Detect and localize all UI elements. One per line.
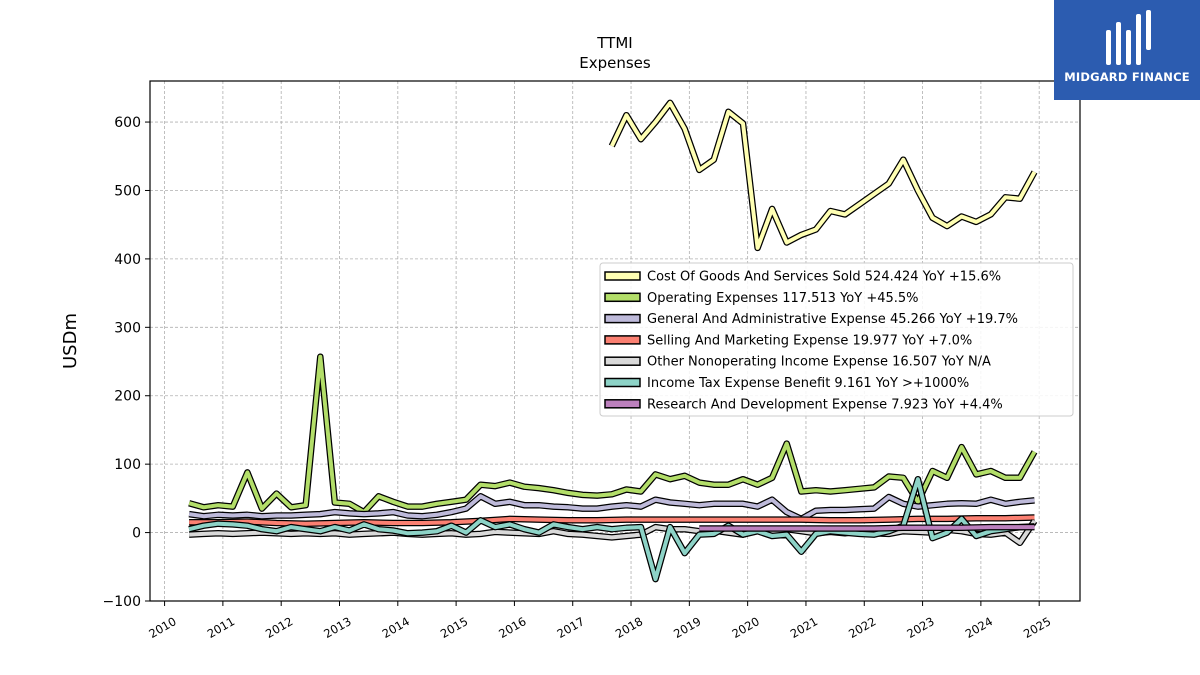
legend-swatch — [604, 377, 641, 388]
y-tick-label: 600 — [114, 115, 141, 131]
series-line — [188, 354, 1037, 515]
series-line-outline — [608, 99, 1038, 252]
x-tick-label: 2011 — [205, 614, 237, 641]
y-tick-label: 0 — [132, 526, 141, 542]
legend-swatch — [604, 313, 641, 324]
legend-swatch — [604, 292, 641, 303]
y-tick-label: 100 — [114, 457, 141, 473]
brand-logo: MIDGARD FINANCE — [1054, 0, 1200, 100]
legend-entry: General And Administrative Expense 45.26… — [647, 312, 1018, 327]
y-tick-label: 400 — [114, 252, 141, 268]
x-tick-label: 2020 — [729, 614, 761, 641]
legend-entry: Operating Expenses 117.513 YoY +45.5% — [647, 291, 919, 306]
series-other-nonoperating-income-expense — [188, 519, 1038, 547]
brand-mark-icon — [1106, 10, 1151, 65]
legend-entry: Research And Development Expense 7.923 Y… — [647, 397, 1003, 412]
legend-swatch — [604, 335, 641, 345]
legend-swatch — [604, 271, 641, 281]
legend-entry: Other Nonoperating Income Expense 16.507… — [647, 355, 991, 370]
x-tick-label: 2024 — [963, 614, 995, 641]
legend-entry: Income Tax Expense Benefit 9.161 YoY >+1… — [647, 376, 969, 391]
x-tick-label: 2014 — [380, 614, 412, 641]
x-tick-label: 2022 — [846, 614, 878, 641]
series-lines — [188, 99, 1038, 583]
series-operating-expenses — [188, 353, 1038, 516]
x-tick-label: 2021 — [788, 614, 820, 641]
legend-entry: Cost Of Goods And Services Sold 524.424 … — [647, 270, 1001, 285]
y-tick-label: −100 — [103, 594, 141, 610]
x-tick-label: 2017 — [555, 614, 587, 641]
legend-box — [599, 262, 1074, 417]
x-tick-label: 2015 — [438, 614, 470, 641]
x-tick-label: 2012 — [263, 614, 295, 641]
series-line — [189, 519, 1037, 545]
x-tick-label: 2023 — [904, 614, 936, 641]
brand-name: MIDGARD FINANCE — [1064, 70, 1190, 84]
legend: Cost Of Goods And Services Sold 524.424 … — [599, 262, 1074, 417]
x-tick-label: 2019 — [671, 614, 703, 641]
x-tick-label: 2010 — [146, 614, 178, 641]
series-research-and-development-expense — [699, 523, 1035, 532]
series-cost-of-goods-and-services-sold — [608, 99, 1038, 252]
series-line — [189, 515, 1035, 526]
x-tick-label: 2018 — [613, 614, 645, 641]
y-tick-label: 300 — [114, 320, 141, 336]
x-axis: 2010 2011 2012 2013 2014 2015 2016 2017 2018 2019… — [146, 601, 1053, 641]
x-tick-label: 2013 — [321, 614, 353, 641]
series-line — [609, 100, 1037, 250]
y-axis-label: USDm — [60, 313, 81, 369]
legend-swatch — [604, 399, 641, 409]
plot-frame — [149, 80, 1081, 602]
series-general-and-administrative-expense — [188, 493, 1035, 523]
y-axis: −100 0 100 200 300 400 500 600 — [103, 115, 150, 610]
chart-subtitle: Expenses — [579, 54, 651, 72]
legend-swatch — [604, 356, 641, 366]
legend-entry: Selling And Marketing Expense 19.977 YoY… — [647, 333, 972, 348]
x-tick-label: 2025 — [1021, 614, 1053, 641]
series-line — [699, 525, 1035, 531]
series-line — [188, 494, 1035, 521]
y-tick-label: 500 — [114, 183, 141, 199]
series-selling-and-marketing-expense — [189, 514, 1035, 527]
y-tick-label: 200 — [114, 389, 141, 405]
x-tick-label: 2016 — [496, 614, 528, 641]
chart-title: TTMI — [596, 34, 632, 52]
